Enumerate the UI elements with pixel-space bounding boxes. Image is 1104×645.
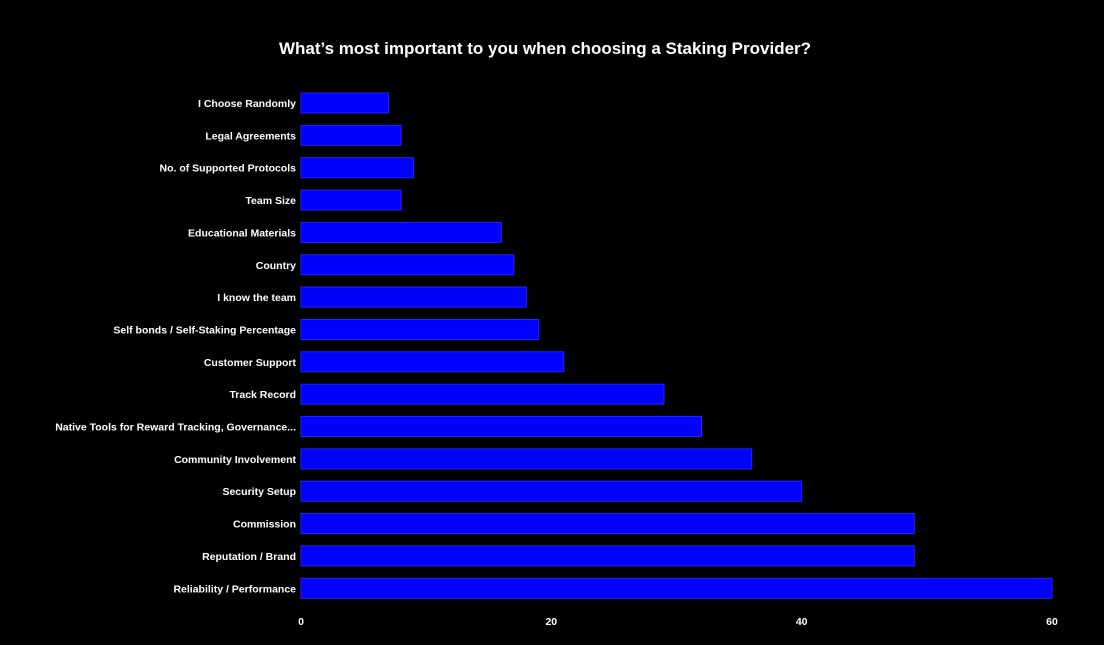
category-label-no-of-supported-protocols: No. of Supported Protocols xyxy=(160,163,297,175)
category-label-track-record: Track Record xyxy=(229,389,296,401)
category-label-community-involvement: Community Involvement xyxy=(174,454,296,466)
category-label-self-bonds-self-staking-percentage: Self bonds / Self-Staking Percentage xyxy=(113,325,296,337)
bar-community-involvement xyxy=(300,448,753,470)
bar-commission xyxy=(300,513,915,534)
category-label-customer-support: Customer Support xyxy=(204,357,297,369)
category-label-i-choose-randomly: I Choose Randomly xyxy=(198,98,296,110)
category-labels-group: I Choose Randomly Legal Agreements No. of … xyxy=(55,98,296,595)
category-label-country: Country xyxy=(256,260,296,272)
x-tick-label-20: 20 xyxy=(545,616,557,628)
bar-i-choose-randomly xyxy=(300,92,390,114)
bar-no-of-supported-protocols xyxy=(300,157,415,179)
category-label-native-tools-for-reward-tracking-governance: Native Tools for Reward Tracking, Govern… xyxy=(55,422,296,434)
category-label-team-size: Team Size xyxy=(245,195,296,207)
category-label-security-setup: Security Setup xyxy=(222,486,296,498)
x-tick-label-60: 60 xyxy=(1046,616,1058,628)
bar-track-record xyxy=(300,383,665,405)
bar-team-size xyxy=(300,189,402,211)
bar-native-tools-for-reward-tracking-governance xyxy=(300,416,702,437)
chart-title: What’s most important to you when choosi… xyxy=(279,39,811,58)
bar-i-know-the-team xyxy=(300,286,527,308)
category-label-educational-materials: Educational Materials xyxy=(188,227,296,239)
category-label-commission: Commission xyxy=(233,519,296,531)
bars-group xyxy=(300,92,1053,599)
bar-legal-agreements xyxy=(300,124,402,146)
bar-reliability-performance xyxy=(300,577,1053,599)
bar-country xyxy=(300,254,515,276)
x-tick-label-40: 40 xyxy=(796,616,808,628)
category-label-reliability-performance: Reliability / Performance xyxy=(173,583,296,595)
x-tick-label-0: 0 xyxy=(298,616,304,628)
category-label-i-know-the-team: I know the team xyxy=(217,292,296,304)
bar-self-bonds-self-staking-percentage xyxy=(300,319,540,340)
bar-security-setup xyxy=(300,480,803,502)
bar-customer-support xyxy=(300,351,565,373)
category-label-reputation-brand: Reputation / Brand xyxy=(202,551,296,563)
x-tick-labels-group: 0 20 40 60 xyxy=(298,616,1058,628)
bar-educational-materials xyxy=(300,221,502,243)
category-label-legal-agreements: Legal Agreements xyxy=(205,130,296,142)
bar-reputation-brand xyxy=(300,545,915,567)
